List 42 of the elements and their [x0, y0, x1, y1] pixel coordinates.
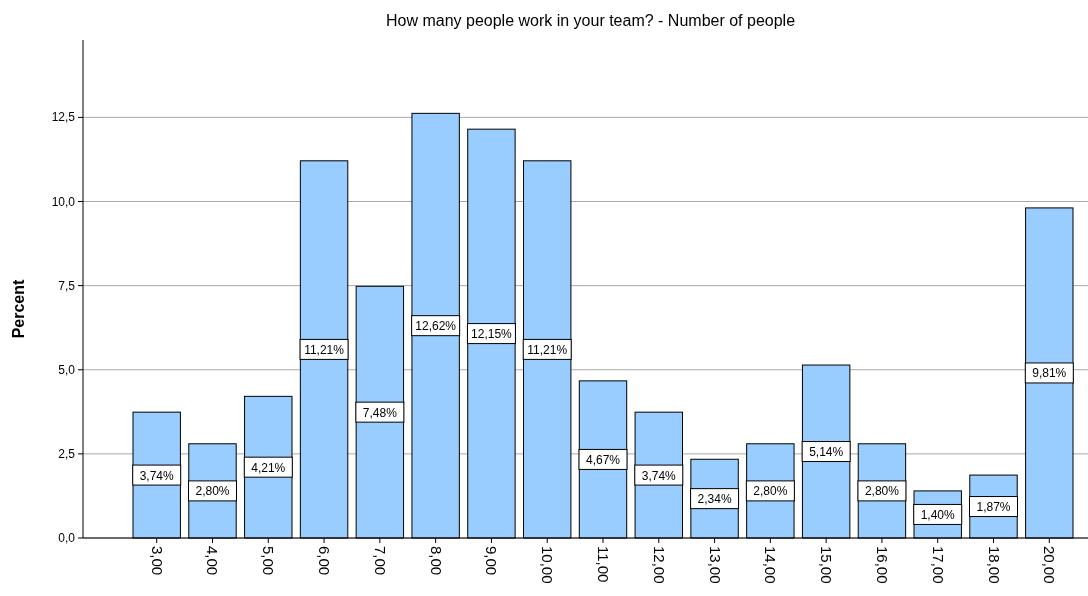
- x-tick-label: 20,00: [1041, 546, 1059, 584]
- x-tick-label: 9,00: [483, 546, 501, 576]
- data-label: 1,87%: [976, 500, 1011, 515]
- x-tick-label: 4,00: [204, 546, 222, 576]
- y-tick-label: 5,0: [58, 362, 76, 377]
- data-label: 2,80%: [864, 484, 900, 499]
- x-tick-label: 15,00: [818, 546, 836, 584]
- data-label: 12,62%: [415, 319, 457, 334]
- data-label: 3,74%: [641, 468, 677, 483]
- data-label: 5,14%: [809, 445, 844, 460]
- x-tick-label: 8,00: [427, 546, 445, 576]
- data-label: 2,34%: [697, 492, 732, 507]
- x-tick-label: 11,00: [595, 546, 612, 583]
- data-label: 12,15%: [471, 327, 513, 342]
- data-label: 3,74%: [139, 468, 175, 483]
- y-tick-label: 12,5: [51, 110, 76, 125]
- x-tick-label: 14,00: [762, 546, 780, 584]
- x-tick-label: 7,00: [371, 546, 389, 576]
- x-tick-label: 3,00: [148, 546, 166, 576]
- data-label: 1,40%: [920, 507, 956, 522]
- x-tick-label: 16,00: [873, 546, 891, 584]
- data-label: 4,67%: [585, 452, 621, 467]
- x-tick-label: 17,00: [929, 546, 947, 584]
- x-tick-label: 13,00: [706, 546, 724, 584]
- y-tick-label: 10,0: [51, 194, 76, 209]
- chart-title: How many people work in your team? - Number of people: [385, 12, 796, 29]
- x-tick-label: 5,00: [260, 546, 278, 576]
- data-label: 2,80%: [195, 484, 230, 499]
- data-label: 11,21%: [304, 342, 345, 357]
- x-tick-label: 12,00: [650, 546, 668, 584]
- y-tick-label: 0,0: [58, 531, 76, 545]
- y-tick-label: 7,5: [58, 278, 76, 293]
- x-tick-label: 6,00: [316, 546, 334, 576]
- data-label: 2,80%: [753, 484, 788, 499]
- y-axis-title: Percent: [10, 278, 27, 339]
- data-label: 11,21%: [527, 342, 568, 357]
- data-label: 9,81%: [1032, 366, 1067, 381]
- x-tick-label: 18,00: [985, 546, 1003, 584]
- y-tick-label: 2,5: [58, 446, 76, 461]
- x-tick-label: 10,00: [539, 546, 557, 584]
- data-label: 7,48%: [362, 405, 398, 420]
- data-label: 4,21%: [251, 460, 286, 475]
